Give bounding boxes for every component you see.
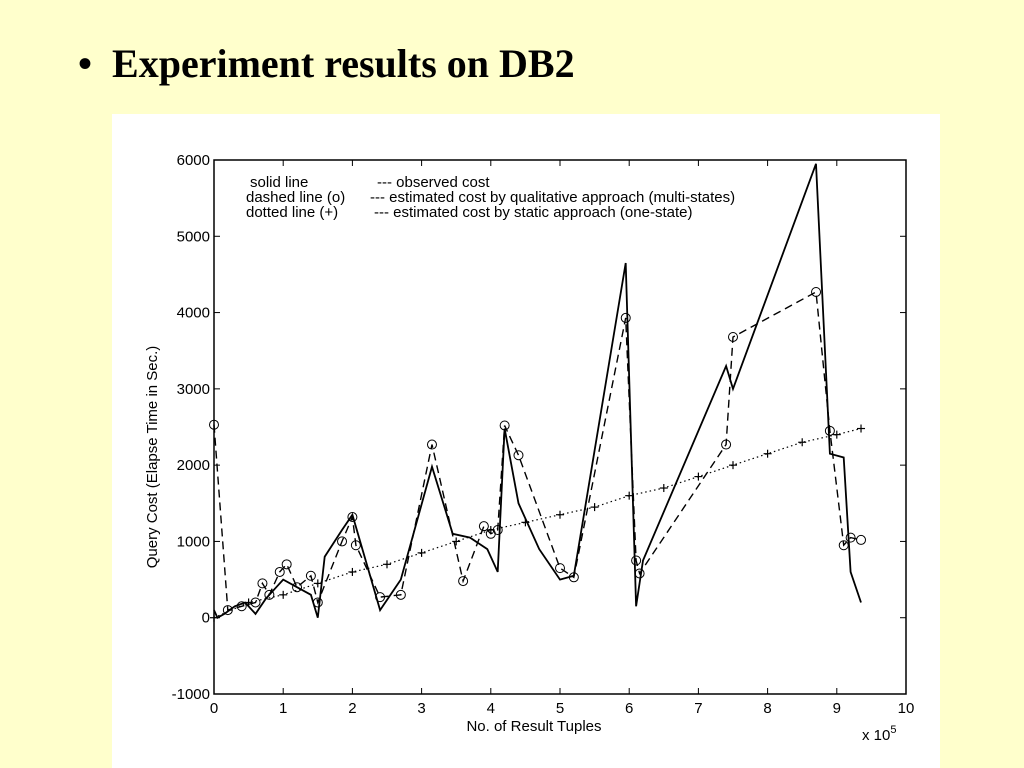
x-tick-label: 3 <box>417 700 425 717</box>
x-tick-label: 10 <box>898 700 915 717</box>
point-circle-marker <box>264 589 275 600</box>
point-circle-marker <box>222 605 233 616</box>
legend-key-0: solid line <box>250 174 308 191</box>
series-group <box>209 163 867 622</box>
point-circle-marker <box>824 425 835 436</box>
point-circle-marker <box>209 419 219 430</box>
x-axis-label: No. of Result Tuples <box>466 718 601 735</box>
x-tick-label: 4 <box>487 700 495 717</box>
series-line-dashed <box>213 290 862 611</box>
point-circle-marker <box>274 566 285 577</box>
slide-title-text: Experiment results on DB2 <box>112 41 575 86</box>
point-circle-marker <box>555 563 565 574</box>
point-circle-marker <box>499 420 510 431</box>
y-tick-label: 3000 <box>177 381 210 398</box>
point-circle-marker <box>281 559 292 570</box>
point-circle-marker <box>634 568 645 579</box>
point-plus-marker <box>417 548 426 557</box>
figure-panel: 0 1 2 3 4 5 6 7 8 9 10 -1000 0 1000 2000 3000 4000 5000 60… <box>112 114 940 768</box>
point-circle-marker <box>478 521 489 532</box>
x-tick-label: 2 <box>348 700 356 717</box>
point-circle-marker <box>292 582 303 593</box>
x-tick-label: 1 <box>279 700 287 717</box>
chart-svg: 0 1 2 3 4 5 6 7 8 9 10-100001000200030004000500060… <box>144 152 915 744</box>
point-circle-marker <box>728 331 738 342</box>
bullet-glyph: • <box>78 41 93 86</box>
point-plus-marker <box>590 503 599 512</box>
legend-key-2: dotted line (+) <box>246 204 338 221</box>
point-circle-marker <box>568 572 579 583</box>
point-circle-marker <box>350 540 361 551</box>
point-circle-marker <box>347 512 358 523</box>
series-line-dotted <box>213 427 862 619</box>
point-plus-marker <box>625 491 634 500</box>
point-circle-marker <box>620 312 631 323</box>
point-circle-marker <box>845 532 856 543</box>
point-circle-marker <box>856 534 867 545</box>
point-plus-marker <box>832 430 841 439</box>
y-tick-label: 0 <box>202 610 210 627</box>
slide-title: • Experiment results on DB2 <box>78 40 575 87</box>
point-plus-marker <box>348 567 357 576</box>
point-plus-marker <box>452 537 461 546</box>
point-circle-marker <box>312 597 323 608</box>
point-plus-marker <box>763 449 772 458</box>
point-circle-marker <box>838 540 849 551</box>
point-plus-marker <box>244 598 253 607</box>
point-circle-marker <box>395 589 406 600</box>
x-multiplier-label: x 105 <box>862 724 896 744</box>
point-plus-marker <box>210 613 218 622</box>
x-tick-label: 0 <box>210 700 218 717</box>
y-tick-label: -1000 <box>172 686 210 703</box>
y-axis-label: Query Cost (Elapse Time in Sec.) <box>144 346 161 569</box>
point-circle-marker <box>337 536 348 547</box>
point-circle-marker <box>513 450 524 461</box>
point-circle-marker <box>236 601 247 612</box>
legend-desc-0: --- observed cost <box>377 174 490 191</box>
series-line-solid <box>213 163 862 619</box>
y-tick-label: 4000 <box>177 305 210 322</box>
x-tick-label: 8 <box>763 700 771 717</box>
point-plus-marker <box>279 590 288 599</box>
y-tick-label: 6000 <box>177 152 210 169</box>
point-plus-marker <box>486 525 495 534</box>
point-circle-marker <box>631 555 642 566</box>
point-plus-marker <box>729 461 737 470</box>
point-circle-marker <box>811 286 822 297</box>
x-tick-label: 5 <box>556 700 564 717</box>
point-circle-marker <box>305 570 316 581</box>
x-tick-label: 7 <box>694 700 702 717</box>
x-tick-label: 6 <box>625 700 633 717</box>
point-circle-marker <box>721 439 732 450</box>
point-plus-marker <box>659 484 668 493</box>
legend-desc-1: --- estimated cost by qualitative approa… <box>370 189 735 206</box>
point-plus-marker <box>556 510 564 519</box>
y-tick-label: 5000 <box>177 228 210 245</box>
y-tick-label: 1000 <box>177 533 210 550</box>
legend: solid line --- observed cost dashed line… <box>246 174 735 221</box>
legend-key-1: dashed line (o) <box>246 189 345 206</box>
point-plus-marker <box>521 518 530 527</box>
point-circle-marker <box>257 578 268 589</box>
point-circle-marker <box>458 576 469 587</box>
x-multiplier-exponent: 5 <box>890 724 896 736</box>
point-plus-marker <box>313 579 322 588</box>
y-tick-label: 2000 <box>177 457 210 474</box>
point-plus-marker <box>383 560 391 569</box>
legend-desc-2: --- estimated cost by static approach (o… <box>374 204 692 221</box>
point-plus-marker <box>694 472 703 481</box>
point-circle-marker <box>426 439 437 450</box>
point-plus-marker <box>798 438 807 447</box>
point-circle-marker <box>375 592 386 603</box>
point-plus-marker <box>857 424 866 433</box>
axis-ticks: 0 1 2 3 4 5 6 7 8 9 10-100001000200030004000500060… <box>172 152 915 717</box>
x-tick-label: 9 <box>833 700 841 717</box>
